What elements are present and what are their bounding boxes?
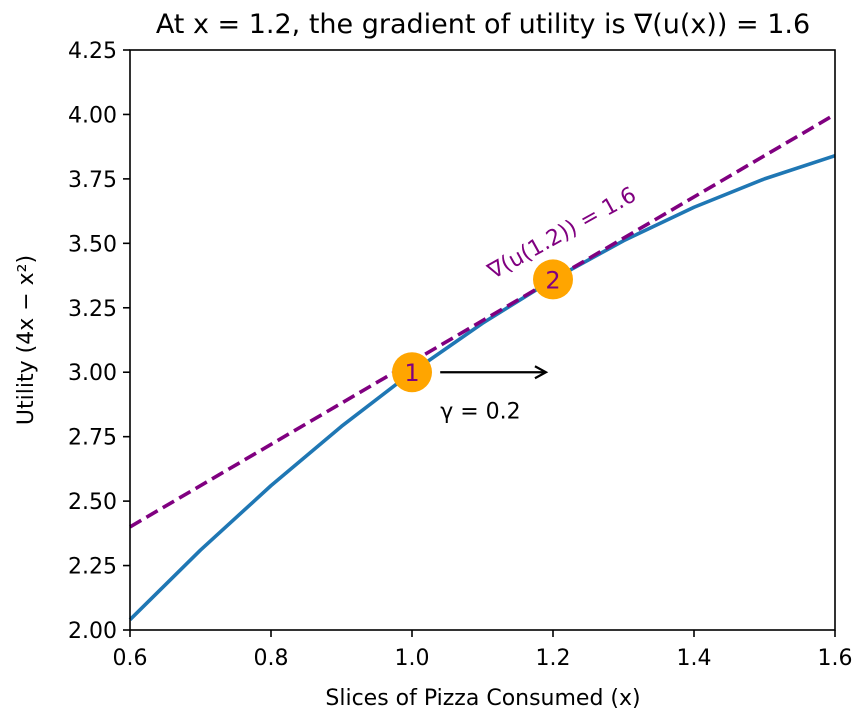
tangent-line	[129, 112, 836, 529]
chart-title: At x = 1.2, the gradient of utility is ∇…	[156, 9, 810, 40]
y-tick-label: 2.00	[68, 619, 117, 644]
series-layer	[128, 112, 836, 621]
y-axis-label: Utility (4x − x²)	[14, 255, 39, 425]
y-axis-ticks: 2.00 2.25 2.50 2.75 3.00 3.25 3.50 3.75 4.00 4.25	[68, 39, 130, 644]
y-tick-label: 4.25	[68, 39, 117, 64]
x-tick-label: 1.2	[536, 646, 571, 671]
point-marker	[533, 259, 573, 300]
annotation-layer: γ = 0.2∇(u(1.2)) = 1.6	[440, 183, 641, 425]
y-tick-label: 3.75	[68, 168, 117, 193]
x-tick-label: 0.8	[254, 646, 289, 671]
arrow-head	[534, 365, 549, 380]
x-tick-label: 1.4	[677, 646, 712, 671]
y-tick-label: 3.25	[68, 297, 117, 322]
step-size-label: γ = 0.2	[440, 400, 520, 425]
y-tick-label: 3.50	[68, 232, 117, 257]
y-tick-label: 2.50	[68, 490, 117, 515]
x-axis-ticks: 0.6 0.8 1.0 1.2 1.4 1.6	[113, 630, 853, 671]
plot-frame	[129, 49, 836, 631]
x-tick-label: 1.6	[818, 646, 853, 671]
point-marker	[392, 352, 432, 393]
x-tick-label: 0.6	[113, 646, 148, 671]
y-tick-label: 4.00	[68, 103, 117, 128]
point-label: 1	[404, 359, 419, 387]
y-tick-label: 3.00	[68, 361, 117, 386]
points-layer: 12	[392, 259, 573, 393]
utility-curve	[128, 153, 836, 621]
y-tick-label: 2.25	[68, 555, 117, 580]
x-tick-label: 1.0	[395, 646, 430, 671]
x-axis-label: Slices of Pizza Consumed (x)	[325, 686, 640, 711]
point-label: 2	[545, 266, 560, 294]
y-tick-label: 2.75	[68, 426, 117, 451]
